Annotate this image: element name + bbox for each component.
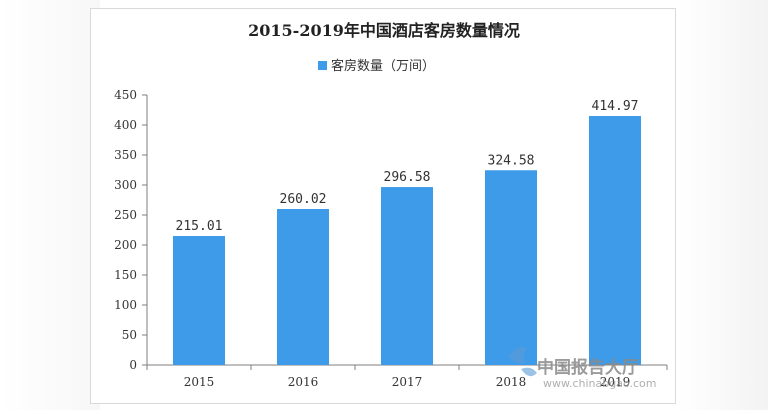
y-tick-label: 100 [114, 298, 137, 312]
right-margin [678, 0, 768, 410]
watermark: 中国报告大厅 www.chinabgao.com [509, 347, 657, 390]
y-tick-label: 50 [122, 328, 137, 342]
bar-2015 [173, 235, 225, 365]
bar-2017 [381, 187, 433, 365]
y-tick-label: 350 [114, 148, 137, 162]
bar-chart: 2015-2019年中国酒店客房数量情况 客房数量（万间） 0 50 100 150 2… [114, 21, 668, 390]
y-tick-label: 300 [114, 178, 137, 192]
x-tick-label-2015: 2015 [184, 375, 215, 389]
watermark-text: 中国报告大厅 [537, 357, 639, 378]
bar-2016 [277, 208, 329, 365]
data-label-2015: 215.01 [176, 219, 223, 234]
data-label-2018: 324.58 [488, 153, 535, 168]
bar-2019 [589, 116, 641, 365]
y-tick-label: 250 [114, 208, 137, 222]
y-tick-label: 200 [114, 238, 137, 252]
x-tick-label-2018: 2018 [496, 375, 527, 389]
left-margin [0, 0, 100, 410]
bar-2018 [485, 170, 537, 365]
data-label-2019: 414.97 [592, 99, 639, 114]
y-tick-label: 150 [114, 268, 137, 282]
legend: 客房数量（万间） [318, 58, 435, 74]
chart-frame: 2015-2019年中国酒店客房数量情况 客房数量（万间） 0 50 100 150 2… [90, 8, 676, 404]
data-label-2016: 260.02 [280, 192, 327, 207]
chart-title: 2015-2019年中国酒店客房数量情况 [248, 21, 520, 40]
x-tick-label-2017: 2017 [392, 375, 423, 389]
x-tick-label-2019: 2019 [600, 375, 631, 389]
y-tick-label: 450 [114, 88, 137, 102]
legend-swatch [318, 61, 327, 70]
watermark-url: www.chinabgao.com [543, 377, 657, 390]
x-tick-label-2016: 2016 [288, 375, 319, 389]
legend-label: 客房数量（万间） [331, 58, 435, 74]
y-tick-label: 0 [129, 358, 137, 372]
data-label-2017: 296.58 [384, 170, 431, 185]
watermark-logo-icon [509, 347, 537, 377]
plot-area: 0 50 100 150 200 250 300 350 400 450 215.01 2015 260… [114, 88, 668, 389]
y-tick-label: 400 [114, 118, 137, 132]
